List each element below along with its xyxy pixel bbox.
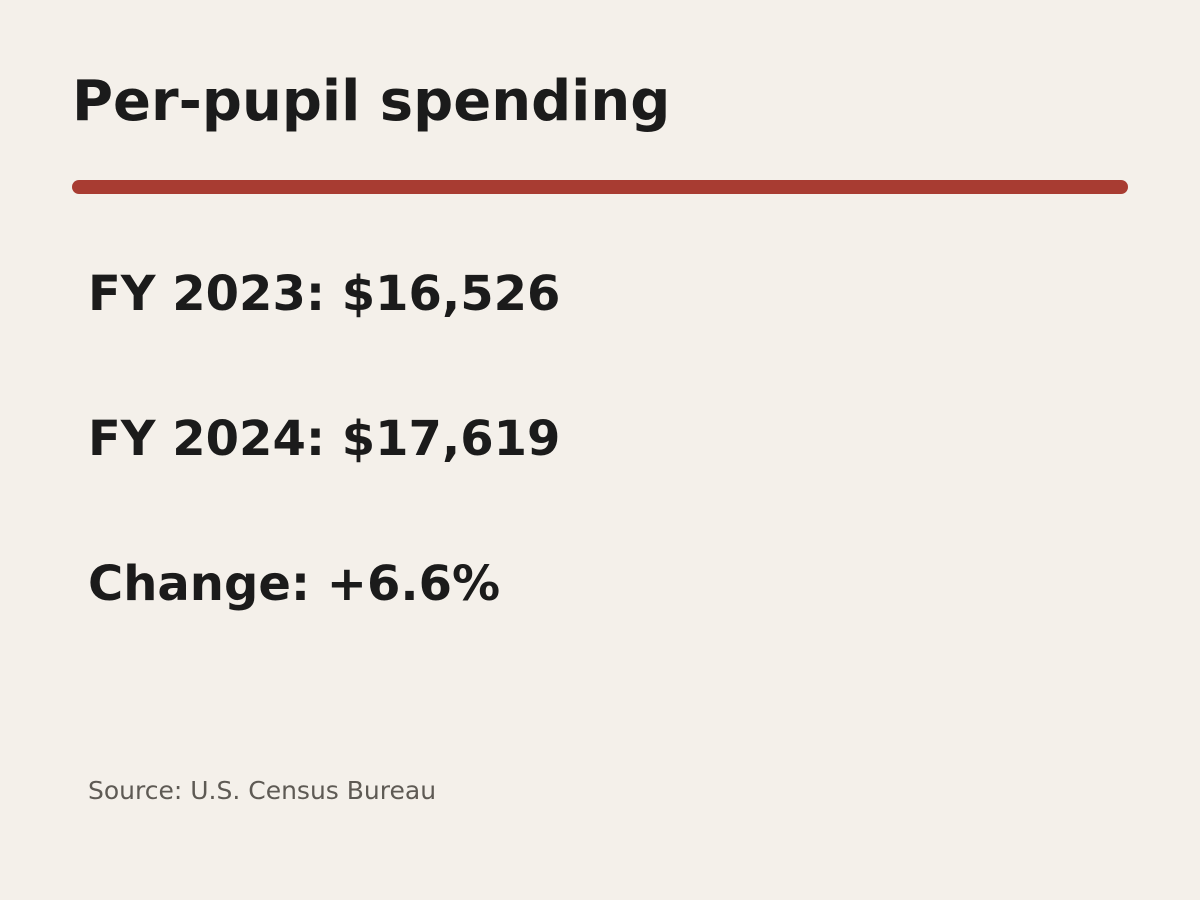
stat-change: Change: +6.6% — [88, 556, 501, 612]
stat-fy2024: FY 2024: $17,619 — [88, 411, 561, 467]
page-title: Per-pupil spending — [72, 69, 671, 134]
title-divider — [72, 180, 1128, 194]
source-note: Source: U.S. Census Bureau — [88, 776, 437, 805]
stat-fy2023: FY 2023: $16,526 — [88, 266, 561, 322]
